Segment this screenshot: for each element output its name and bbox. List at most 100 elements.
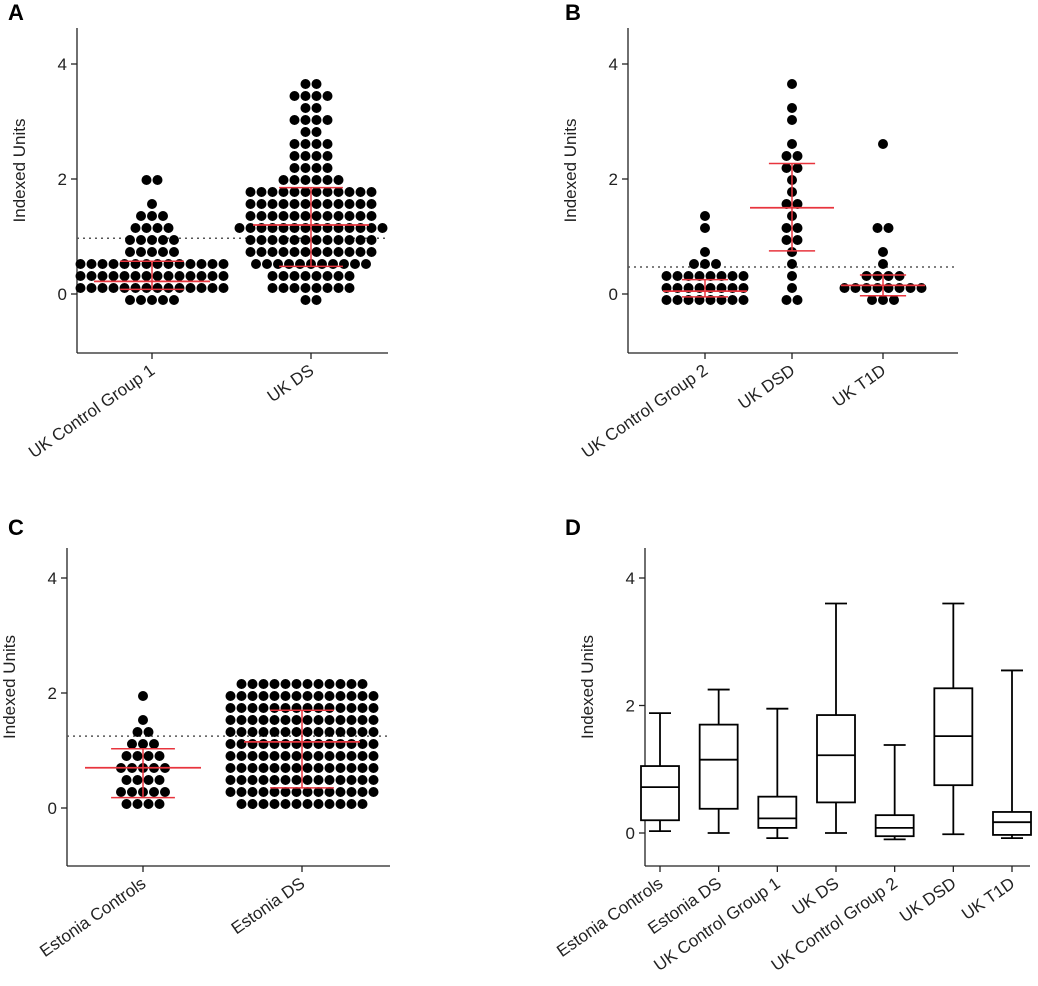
data-point [300, 175, 311, 185]
data-point [313, 703, 324, 713]
x-category-label-uk-dsd: UK DSD [735, 361, 799, 413]
data-point [346, 691, 357, 701]
data-point [291, 799, 302, 809]
data-point [185, 283, 196, 293]
data-point [787, 283, 797, 293]
data-point [322, 199, 333, 209]
data-point [872, 223, 883, 233]
data-point [302, 715, 313, 725]
data-point [700, 247, 710, 257]
data-point [236, 739, 247, 749]
data-point [324, 787, 335, 797]
y-tick-label: 0 [58, 285, 67, 304]
data-point [346, 715, 357, 725]
data-point [289, 151, 300, 161]
data-point [333, 187, 344, 197]
data-point [689, 259, 699, 269]
data-point [256, 247, 267, 257]
data-point [700, 211, 710, 221]
data-point [324, 763, 335, 773]
data-point [357, 787, 368, 797]
data-point [247, 763, 258, 773]
box-uk-control-group-2 [874, 744, 915, 841]
data-point [147, 247, 157, 257]
data-point [158, 235, 168, 245]
data-point [313, 799, 324, 809]
box-iqr [992, 811, 1032, 836]
data-point [236, 679, 247, 689]
data-point [344, 235, 355, 245]
data-point [792, 151, 803, 161]
data-point [152, 271, 163, 281]
y-tick-label: 4 [58, 55, 67, 74]
data-point [335, 763, 346, 773]
data-point [245, 211, 256, 221]
data-point [269, 775, 280, 785]
data-point [344, 211, 355, 221]
data-point [302, 739, 313, 749]
x-category-label-uk-ds: UK DS [264, 361, 317, 406]
data-point [225, 763, 236, 773]
data-point [236, 727, 247, 737]
box-estonia-controls [640, 712, 680, 832]
data-point [357, 739, 368, 749]
data-point [324, 739, 335, 749]
data-point [280, 763, 291, 773]
data-point [278, 235, 289, 245]
data-point [143, 799, 154, 809]
data-point [141, 175, 152, 185]
data-point [313, 715, 324, 725]
data-point [300, 187, 311, 197]
data-point [185, 271, 196, 281]
data-point [289, 139, 300, 149]
data-point [333, 283, 344, 293]
data-point [280, 703, 291, 713]
data-point [355, 211, 366, 221]
data-point [86, 259, 97, 269]
data-point [335, 715, 346, 725]
data-point [278, 199, 289, 209]
data-point [121, 775, 132, 785]
data-point [291, 703, 302, 713]
x-category-label-uk-t1d: UK T1D [958, 874, 1018, 924]
data-point [154, 799, 165, 809]
data-point [346, 787, 357, 797]
data-point [269, 787, 280, 797]
data-point [225, 751, 236, 761]
data-point [317, 259, 327, 269]
data-point [163, 271, 174, 281]
data-point [121, 751, 132, 761]
box-iqr [757, 795, 798, 829]
data-point [324, 679, 335, 689]
panel-c: 0 2 4 Indexed Units C Estonia Controls Estonia… [0, 515, 390, 961]
data-point [196, 283, 207, 293]
data-point [278, 187, 289, 197]
data-point [883, 223, 894, 233]
data-point [136, 247, 146, 257]
data-point [322, 247, 333, 257]
data-point [700, 223, 710, 233]
data-point [313, 751, 324, 761]
data-point [291, 787, 302, 797]
data-point [225, 787, 236, 797]
data-point [346, 751, 357, 761]
y-tick-label: 0 [48, 799, 57, 818]
data-point [236, 691, 247, 701]
x-category-label-uk-dsd: UK DSD [896, 874, 960, 926]
data-point [366, 211, 377, 221]
data-point [322, 139, 333, 149]
y-tick-label: 4 [48, 569, 57, 588]
data-point [280, 715, 291, 725]
data-point [97, 259, 108, 269]
data-point [127, 787, 137, 797]
box-iqr [816, 714, 856, 804]
data-point [792, 295, 803, 305]
data-point [355, 199, 366, 209]
data-point [258, 799, 269, 809]
data-point [300, 103, 311, 113]
data-point [147, 199, 157, 209]
data-point [289, 271, 300, 281]
data-point [108, 259, 119, 269]
data-point [705, 271, 716, 281]
panel-b: 0 2 4 Indexed Units B UK Control Group 2 UK DS… [561, 0, 958, 462]
